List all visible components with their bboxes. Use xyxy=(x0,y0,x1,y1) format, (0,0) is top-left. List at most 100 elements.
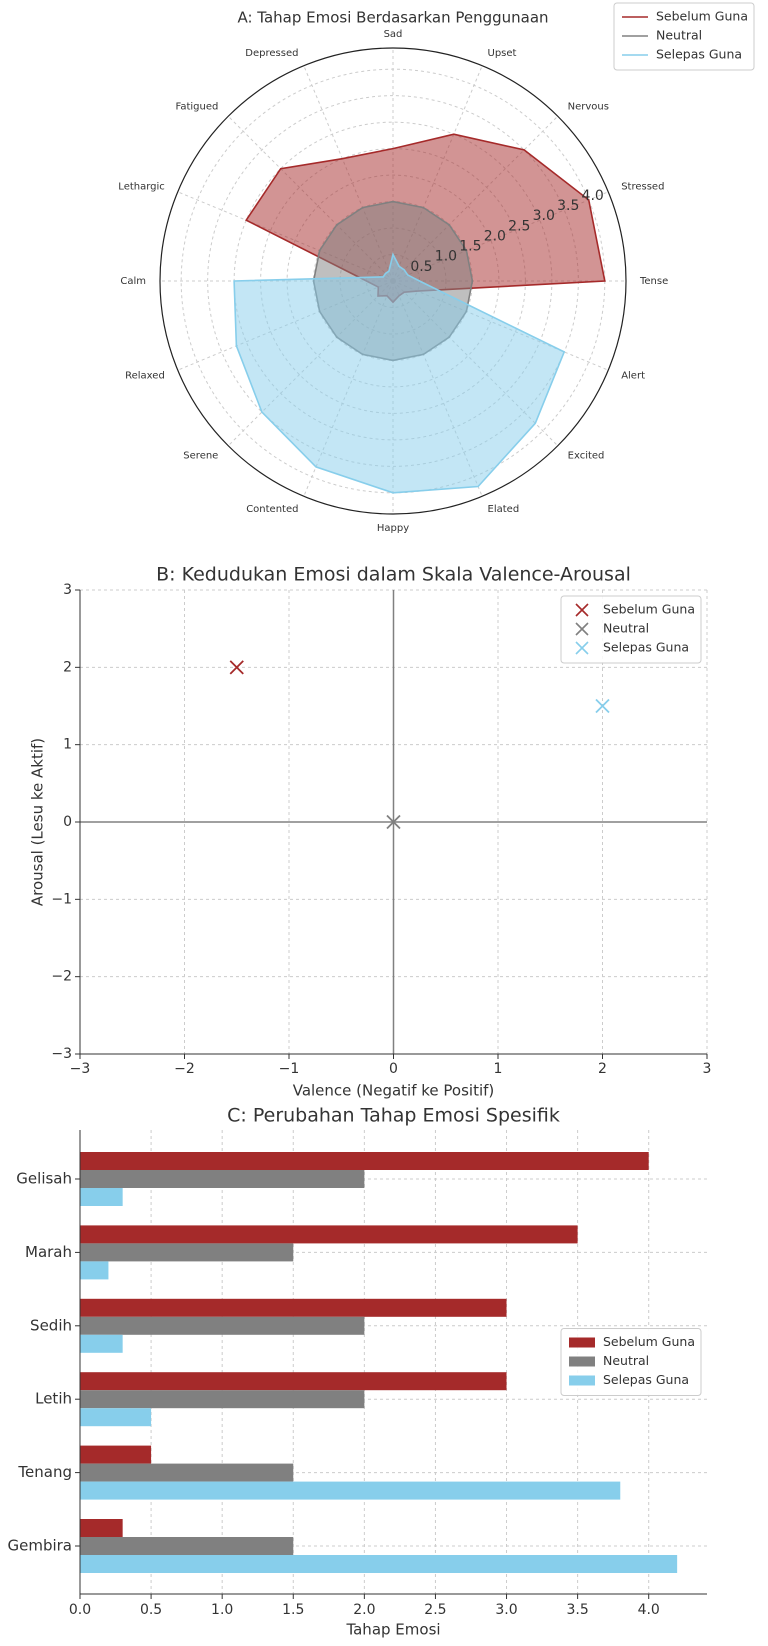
bar xyxy=(80,1316,365,1335)
x-tick-label: 1 xyxy=(494,1061,503,1077)
legend-swatch xyxy=(575,622,589,636)
category-label: Relaxed xyxy=(125,371,165,382)
x-tick-label: 0.0 xyxy=(69,1602,91,1618)
x-tick-label: 3 xyxy=(703,1061,712,1077)
y-tick-label: −3 xyxy=(51,1046,72,1062)
legend-box xyxy=(560,595,702,664)
y-tick-label: Marah xyxy=(25,1243,72,1261)
bar xyxy=(80,1170,365,1188)
legend-label: Sebelum Guna xyxy=(603,602,695,617)
bar xyxy=(80,1334,123,1353)
x-tick-label: 4.0 xyxy=(638,1602,660,1618)
bar xyxy=(80,1481,621,1500)
category-label: Alert xyxy=(621,371,645,382)
category-label: Excited xyxy=(568,451,605,462)
y-tick-label: 2 xyxy=(63,659,72,675)
bar xyxy=(80,1261,109,1280)
legend-box xyxy=(613,2,755,71)
y-tick-label: −1 xyxy=(51,891,72,907)
category-label: Fatigued xyxy=(175,101,218,112)
category-label: Serene xyxy=(183,451,218,462)
bar xyxy=(80,1463,294,1482)
r-tick-label: 3.5 xyxy=(557,198,579,214)
x-tick-label: 3.5 xyxy=(566,1602,588,1618)
y-tick-label: Sedih xyxy=(30,1316,72,1334)
category-label: Elated xyxy=(488,504,520,515)
chart-title: C: Perubahan Tahap Emosi Spesifik xyxy=(227,1105,560,1127)
legend-swatch xyxy=(569,1356,595,1367)
r-tick-label: 0.5 xyxy=(410,259,432,275)
bar xyxy=(80,1243,294,1262)
y-tick-label: Gembira xyxy=(7,1537,72,1555)
bar xyxy=(80,1188,123,1206)
bar xyxy=(80,1445,152,1464)
category-label: Calm xyxy=(120,276,146,287)
category-label: Stressed xyxy=(621,181,664,192)
x-tick-label: 1.0 xyxy=(211,1602,233,1618)
x-tick-label: −1 xyxy=(279,1061,300,1077)
bar xyxy=(80,1225,578,1244)
r-tick-label: 1.5 xyxy=(459,239,481,255)
legend-label: Selepas Guna xyxy=(603,1372,689,1387)
y-tick-label: Tenang xyxy=(17,1463,72,1481)
x-tick-label: 3.0 xyxy=(495,1602,517,1618)
bar xyxy=(80,1408,152,1427)
y-tick-label: 1 xyxy=(63,737,72,753)
legend-label: Neutral xyxy=(656,28,702,43)
x-tick-label: 2.5 xyxy=(424,1602,446,1618)
r-tick-label: 3.0 xyxy=(533,208,555,224)
r-tick-label: 1.0 xyxy=(435,249,457,265)
category-label: Sad xyxy=(384,29,403,40)
category-label: Lethargic xyxy=(118,181,165,192)
x-tick-label: 2.0 xyxy=(353,1602,375,1618)
x-axis-label: Tahap Emosi xyxy=(345,1621,440,1639)
category-label: Contented xyxy=(246,504,298,515)
bar xyxy=(80,1152,649,1170)
x-tick-label: 2 xyxy=(598,1061,607,1077)
radar-area xyxy=(233,252,566,494)
legend-label: Selepas Guna xyxy=(656,47,742,62)
y-tick-label: 0 xyxy=(63,814,72,830)
bar xyxy=(80,1555,678,1573)
category-label: Depressed xyxy=(245,48,298,59)
legend-label: Selepas Guna xyxy=(603,640,689,655)
chart-title: A: Tahap Emosi Berdasarkan Penggunaan xyxy=(237,9,548,27)
legend-label: Neutral xyxy=(603,621,649,636)
bar xyxy=(80,1298,507,1317)
x-tick-label: −2 xyxy=(174,1061,195,1077)
point xyxy=(229,660,244,675)
legend-label: Sebelum Guna xyxy=(656,9,748,24)
category-label: Happy xyxy=(377,523,409,534)
legend-swatch xyxy=(575,641,589,655)
chart-title: B: Kedudukan Emosi dalam Skala Valence-A… xyxy=(156,564,631,586)
bar xyxy=(80,1519,123,1537)
y-tick-label: Letih xyxy=(35,1390,72,1408)
x-tick-label: 0.5 xyxy=(140,1602,162,1618)
legend-swatch xyxy=(575,603,589,617)
legend-box xyxy=(560,1328,702,1396)
x-axis-label: Valence (Negatif ke Positif) xyxy=(293,1082,495,1100)
bar xyxy=(80,1372,507,1391)
outer-circle xyxy=(159,47,627,515)
r-tick-label: 2.0 xyxy=(484,228,506,244)
legend-label: Neutral xyxy=(603,1353,649,1368)
y-tick-label: Gelisah xyxy=(16,1170,72,1188)
bar xyxy=(80,1390,365,1409)
r-tick-label: 2.5 xyxy=(508,218,530,234)
legend-swatch xyxy=(569,1337,595,1348)
category-label: Tense xyxy=(639,276,668,287)
y-axis-label: Arousal (Lesu ke Aktif) xyxy=(29,738,47,906)
point xyxy=(386,814,401,830)
r-tick-label: 4.0 xyxy=(582,188,604,204)
legend-swatch xyxy=(569,1375,595,1386)
x-tick-label: 0 xyxy=(389,1061,398,1077)
category-label: Nervous xyxy=(568,101,609,112)
point xyxy=(595,698,610,714)
x-tick-label: 1.5 xyxy=(282,1602,304,1618)
y-tick-label: −2 xyxy=(51,969,72,985)
y-tick-label: 3 xyxy=(63,582,72,598)
legend-label: Sebelum Guna xyxy=(603,1334,695,1349)
bar xyxy=(80,1537,294,1555)
